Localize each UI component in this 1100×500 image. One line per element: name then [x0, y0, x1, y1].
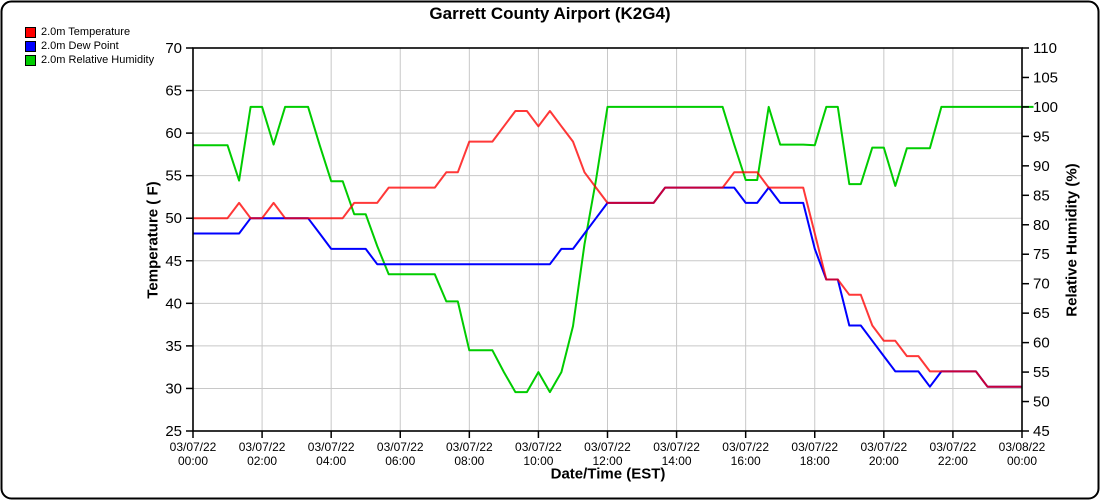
left-tick-label: 25: [165, 423, 182, 440]
right-tick-label: 55: [1033, 364, 1050, 381]
x-tick-date-label: 03/07/22: [791, 440, 838, 454]
left-tick-label: 70: [165, 40, 182, 57]
dew-point-swatch-icon: [25, 40, 36, 52]
x-tick-date-label: 03/07/22: [584, 440, 631, 454]
right-tick-label: 95: [1033, 128, 1050, 145]
right-axis-title: Relative Humidity (%): [1063, 163, 1081, 317]
right-tick-label: 45: [1033, 423, 1050, 440]
left-tick-label: 40: [165, 295, 182, 312]
right-tick-label: 75: [1033, 246, 1050, 263]
legend-item-dew-point: 2.0m Dew Point: [25, 39, 154, 53]
right-tick-label: 50: [1033, 394, 1050, 411]
x-tick-date-label: 03/07/22: [930, 440, 977, 454]
right-tick-label: 110: [1033, 40, 1057, 57]
x-tick-date-label: 03/07/22: [308, 440, 355, 454]
left-axis-title: Temperature ( F): [144, 181, 162, 299]
legend-item-temperature: 2.0m Temperature: [25, 25, 154, 39]
x-tick-time-label: 16:00: [731, 454, 761, 468]
x-tick-time-label: 14:00: [662, 454, 692, 468]
right-tick-label: 65: [1033, 305, 1050, 322]
legend-label-temperature: 2.0m Temperature: [41, 26, 131, 38]
left-tick-label: 35: [165, 338, 182, 355]
legend-label-relative-humidity: 2.0m Relative Humidity: [41, 54, 155, 66]
x-tick-time-label: 10:00: [523, 454, 553, 468]
legend: 2.0m Temperature 2.0m Dew Point 2.0m Rel…: [25, 25, 154, 67]
x-tick-time-label: 06:00: [385, 454, 415, 468]
tick-labels: 70 65 60 55 50 45 40 35 30 25 110 105 100 95 90 85 80 75 7…: [165, 40, 1058, 468]
legend-label-dew-point: 2.0m Dew Point: [41, 40, 119, 52]
relative-humidity-line: [193, 105, 1034, 394]
x-tick-time-label: 00:00: [178, 454, 208, 468]
right-tick-label: 60: [1033, 335, 1050, 352]
temperature-line: [193, 110, 1022, 388]
x-axis-title: Date/Time (EST): [550, 465, 666, 483]
x-tick-time-label: 04:00: [316, 454, 346, 468]
left-tick-label: 45: [165, 253, 182, 270]
right-tick-label: 80: [1033, 217, 1050, 234]
x-tick-time-label: 12:00: [592, 454, 622, 468]
right-tick-label: 100: [1033, 99, 1058, 116]
legend-item-relative-humidity: 2.0m Relative Humidity: [25, 53, 154, 67]
x-tick-date-label: 03/07/22: [860, 440, 907, 454]
relative-humidity-swatch-icon: [25, 54, 36, 66]
gridlines: [193, 48, 1022, 431]
x-tick-time-label: 22:00: [938, 454, 968, 468]
right-tick-label: 105: [1033, 69, 1058, 86]
right-tick-label: 90: [1033, 158, 1050, 175]
x-tick-date-label: 03/07/22: [377, 440, 424, 454]
right-tick-label: 70: [1033, 276, 1050, 293]
tick-marks: [186, 47, 1029, 438]
x-tick-date-label: 03/07/22: [515, 440, 562, 454]
x-tick-time-label: 08:00: [454, 454, 484, 468]
x-tick-date-label: 03/07/22: [446, 440, 493, 454]
x-tick-date-label: 03/07/22: [722, 440, 769, 454]
x-tick-date-label: 03/07/22: [239, 440, 286, 454]
left-tick-label: 30: [165, 380, 182, 397]
temperature-swatch-icon: [25, 26, 36, 38]
left-tick-label: 65: [165, 83, 182, 100]
x-tick-time-label: 00:00: [1007, 454, 1037, 468]
right-tick-label: 85: [1033, 187, 1050, 204]
left-tick-label: 55: [165, 168, 182, 185]
x-tick-time-label: 18:00: [800, 454, 830, 468]
x-tick-date-label: 03/08/22: [999, 440, 1046, 454]
x-tick-time-label: 20:00: [869, 454, 899, 468]
x-tick-time-label: 02:00: [247, 454, 277, 468]
chart-title: Garrett County Airport (K2G4): [429, 4, 671, 23]
x-tick-date-label: 03/07/22: [170, 440, 217, 454]
left-tick-label: 50: [165, 210, 182, 227]
left-tick-label: 60: [165, 125, 182, 142]
x-tick-date-label: 03/07/22: [653, 440, 700, 454]
